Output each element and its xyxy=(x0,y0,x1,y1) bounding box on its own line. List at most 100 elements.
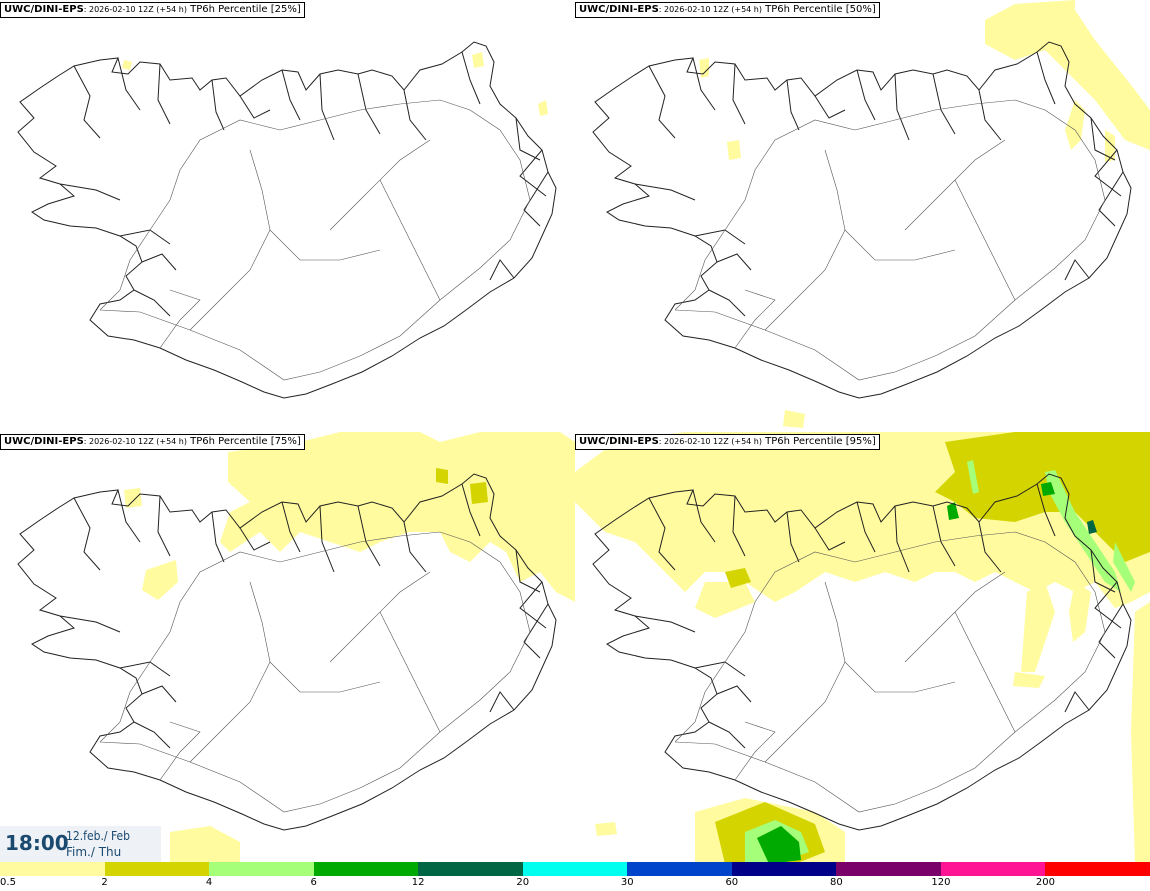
precipitation-area xyxy=(170,826,240,864)
fjord-line xyxy=(141,685,177,703)
road-line xyxy=(844,229,956,261)
precipitation-area xyxy=(725,568,751,588)
fjord-line xyxy=(59,615,121,633)
model-name: UWC/DINI-EPS xyxy=(579,4,659,15)
colorbar-tick-label: 20 xyxy=(516,877,530,888)
fjord-line xyxy=(648,497,676,571)
run-time: : 2026-02-10 12Z (+54 h) xyxy=(83,437,187,446)
colorbar-swatch xyxy=(104,862,210,876)
fjord-line xyxy=(461,51,481,105)
fjord-line xyxy=(523,603,549,659)
colorbar-swatch xyxy=(313,862,419,876)
fjord-line xyxy=(692,489,716,543)
fjord-line xyxy=(1036,483,1056,537)
fjord-line xyxy=(319,505,335,573)
fjord-line xyxy=(319,73,335,141)
fjord-line xyxy=(1064,691,1090,713)
fjord-line xyxy=(732,495,746,557)
fjord-line xyxy=(856,69,876,121)
road-line xyxy=(189,581,271,763)
fjord-line xyxy=(281,501,301,553)
colorbar-swatch xyxy=(836,862,942,876)
fjord-line xyxy=(239,95,271,119)
precipitation-area xyxy=(699,58,709,78)
panel-title: UWC/DINI-EPS: 2026-02-10 12Z (+54 h) TP6… xyxy=(0,434,305,450)
iceland-map xyxy=(17,432,575,864)
fjord-line xyxy=(814,95,846,119)
fjord-line xyxy=(634,615,696,633)
fjord-line xyxy=(133,289,171,317)
precipitation-area xyxy=(538,100,548,116)
fjord-line xyxy=(1090,549,1116,593)
fjord-line xyxy=(489,259,515,281)
precipitation-area xyxy=(1131,602,1150,864)
road-line xyxy=(734,289,776,349)
fjord-line xyxy=(708,289,746,317)
product-name: TP6h Percentile [25%] xyxy=(186,4,301,15)
run-time: : 2026-02-10 12Z (+54 h) xyxy=(83,5,187,14)
fjord-line xyxy=(856,501,876,553)
colorbar-swatch xyxy=(940,862,1046,876)
colorbar-tick-label: 0.5 xyxy=(0,877,16,888)
colorbar-swatch xyxy=(1045,862,1150,876)
precipitation-area xyxy=(124,488,142,508)
road-line xyxy=(674,99,1106,381)
fjord-line xyxy=(515,549,541,593)
colorbar-tick-label: 60 xyxy=(725,877,739,888)
road-line xyxy=(189,149,271,331)
colorbar-swatch xyxy=(627,862,733,876)
precipitation-area xyxy=(695,582,755,618)
fjord-line xyxy=(894,505,910,573)
fjord-line xyxy=(117,57,141,111)
fjord-line xyxy=(59,183,121,201)
colorbar-tick-label: 200 xyxy=(1035,877,1055,888)
road-line xyxy=(904,139,1006,231)
coastline xyxy=(17,41,557,399)
colorbar-tick-label: 80 xyxy=(829,877,843,888)
fjord-line xyxy=(133,721,171,749)
precipitation-area xyxy=(1069,582,1091,642)
fjord-line xyxy=(157,495,171,557)
fjord-line xyxy=(978,521,1002,573)
precipitation-area xyxy=(142,560,178,600)
map-panel-p75: UWC/DINI-EPS: 2026-02-10 12Z (+54 h) TP6… xyxy=(0,432,575,864)
precipitation-area xyxy=(727,140,741,160)
road-line xyxy=(99,531,531,813)
road-line xyxy=(329,139,431,231)
road-line xyxy=(159,721,201,781)
iceland-map xyxy=(17,41,557,399)
panel-title: UWC/DINI-EPS: 2026-02-10 12Z (+54 h) TP6… xyxy=(0,2,305,18)
precipitation-area xyxy=(1041,482,1055,496)
fjord-line xyxy=(403,521,427,573)
fjord-line xyxy=(515,117,541,161)
precipitation-area xyxy=(1087,520,1097,534)
fjord-line xyxy=(403,89,427,141)
valid-weekday: Fim./ Thu xyxy=(66,845,122,859)
fjord-line xyxy=(732,63,746,125)
precipitation-area xyxy=(1013,672,1045,688)
precipitation-area xyxy=(470,482,488,504)
precipitation-area xyxy=(1021,582,1055,672)
fjord-line xyxy=(786,511,800,563)
precipitation-area xyxy=(1113,542,1135,592)
fjord-line xyxy=(357,505,381,567)
product-name: TP6h Percentile [50%] xyxy=(761,4,876,15)
road-line xyxy=(734,721,776,781)
fjord-line xyxy=(281,69,301,121)
fjord-line xyxy=(894,73,910,141)
valid-hour: 18:00 xyxy=(5,831,69,855)
run-time: : 2026-02-10 12Z (+54 h) xyxy=(658,437,762,446)
fjord-line xyxy=(357,73,381,135)
fjord-line xyxy=(239,527,271,551)
precipitation-area xyxy=(436,468,448,484)
colorbar-swatch xyxy=(0,862,105,876)
precipitation-area xyxy=(967,460,979,494)
fjord-line xyxy=(634,183,696,201)
fjord-line xyxy=(716,685,752,703)
road-line xyxy=(904,571,1006,663)
fjord-line xyxy=(1090,117,1116,161)
road-line xyxy=(329,571,431,663)
colorbar-swatch xyxy=(522,862,628,876)
coastline xyxy=(592,473,1132,831)
map-panel-p50: UWC/DINI-EPS: 2026-02-10 12Z (+54 h) TP6… xyxy=(575,0,1150,432)
